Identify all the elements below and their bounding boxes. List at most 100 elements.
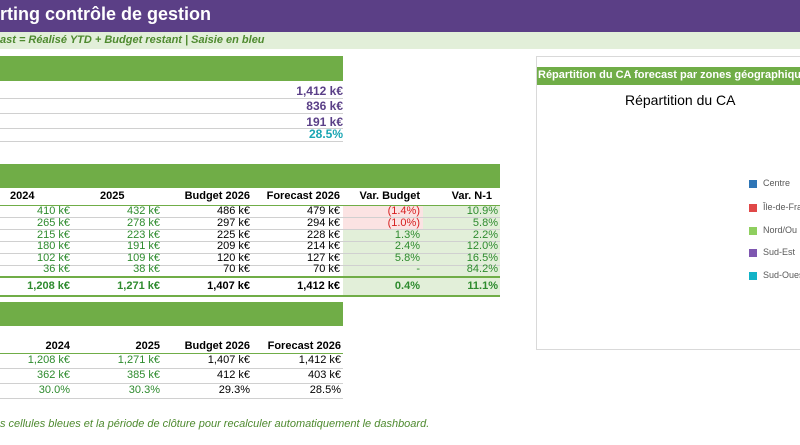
total-2025: 1,271 k€ [117,280,160,292]
cell-var-n1: 12.0% [466,240,498,252]
page-subtitle: ast = Réalisé YTD + Budget restant | Sai… [0,34,265,46]
page-title: rting contrôle de gestion [0,4,212,24]
cell-forecast: 28.5% [309,384,341,396]
cell-var-budget: - [416,263,420,275]
legend-swatch [749,179,757,188]
total-var-budget: 0.4% [394,280,420,292]
cell-2024: 180 k€ [36,240,70,252]
total-2024: 1,208 k€ [27,280,70,292]
cell-2025: 385 k€ [126,369,160,381]
col-header-forecast-2026: Forecast 2026 [267,340,341,352]
cell-2024: 410 k€ [36,205,70,217]
kpi-row[interactable]: 836 k€ [0,99,343,114]
cell-2024: 362 k€ [36,369,70,381]
cell-var-budget: 2.4% [394,240,420,252]
subtitle-bar: ast = Réalisé YTD + Budget restant | Sai… [0,32,800,49]
total-forecast: 1,412 k€ [297,280,340,292]
cell-var-n1: 10.9% [466,205,498,217]
cell-2025: 432 k€ [126,205,160,217]
cell-budget: 209 k€ [216,240,250,252]
col-header-2025: 2025 [100,190,125,202]
cell-budget: 225 k€ [216,229,250,241]
total-var-n1: 11.1% [467,280,498,292]
cell-2024: 36 k€ [43,263,70,275]
cell-2025: 109 k€ [126,252,160,264]
summary-table-band [0,302,343,326]
chart-header-label: Répartition du CA forecast par zones géo… [538,69,800,81]
cell-forecast: 403 k€ [307,369,341,381]
summary-table: 2024 2025 Budget 2026 Forecast 2026 1,20… [0,338,343,399]
cell-forecast: 1,412 k€ [298,354,341,366]
col-header-var-budget: Var. Budget [359,190,420,202]
cell-2025: 30.3% [128,384,160,396]
col-header-2024: 2024 [45,340,70,352]
table-row[interactable]: 1,208 k€ 1,271 k€ 1,407 k€ 1,412 k€ [0,354,343,369]
legend-item-sud-est[interactable]: Sud-Est [749,247,795,257]
table-row[interactable]: 30.0% 30.3% 29.3% 28.5% [0,384,343,399]
kpi-header-band [0,56,343,81]
cell-forecast: 479 k€ [306,205,340,217]
cell-2024: 215 k€ [36,229,70,241]
cell-2024: 265 k€ [36,217,70,229]
cell-var-n1: 2.2% [472,229,498,241]
table-row[interactable]: 265 k€ 278 k€ 297 k€ 294 k€ (1.0%) 5.8% [0,217,500,230]
legend-item-nord-ouest[interactable]: Nord/Ou [749,225,797,235]
title-bar: rting contrôle de gestion [0,0,800,32]
cell-var-n1: 5.8% [472,217,498,229]
kpi-block: 1,412 k€ 836 k€ 191 k€ 28.5% [0,84,343,144]
table-row[interactable]: 410 k€ 432 k€ 486 k€ 479 k€ (1.4%) 10.9% [0,205,500,218]
cell-budget: 486 k€ [216,205,250,217]
cell-budget: 120 k€ [216,252,250,264]
total-budget: 1,407 k€ [207,280,250,292]
cell-budget: 70 k€ [223,263,250,275]
zone-table-band [0,164,500,188]
legend-item-sud-ouest[interactable]: Sud-Ouest [749,270,800,280]
table-total-row[interactable]: 1,208 k€ 1,271 k€ 1,407 k€ 1,412 k€ 0.4%… [0,276,500,297]
cell-var-budget: 5.8% [394,252,420,264]
chart-panel[interactable]: Répartition du CA forecast par zones géo… [536,56,800,350]
legend-swatch [749,248,757,257]
cell-budget: 1,407 k€ [207,354,250,366]
cell-2024: 30.0% [38,384,70,396]
legend-item-centre[interactable]: Centre [749,178,790,188]
kpi-row[interactable]: 191 k€ [0,114,343,129]
footer-note: s cellules bleues et la période de clôtu… [0,418,430,430]
legend-swatch [749,203,757,212]
cell-budget: 412 k€ [216,369,250,381]
cell-var-n1: 84.2% [466,263,498,275]
cell-var-budget: 1.3% [394,229,420,241]
cell-var-n1: 16.5% [466,252,498,264]
cell-var-budget: (1.4%) [387,205,420,217]
legend-item-ile-de-france[interactable]: Île-de-Fra [749,202,800,212]
cell-forecast: 294 k€ [306,217,340,229]
table-row[interactable]: 180 k€ 191 k€ 209 k€ 214 k€ 2.4% 12.0% [0,240,500,254]
cell-budget: 297 k€ [216,217,250,229]
kpi-row[interactable]: 28.5% [0,127,343,142]
col-header-budget-2026: Budget 2026 [184,340,250,352]
kpi-value: 191 k€ [306,115,343,129]
col-header-2024: 2024 [10,190,35,202]
cell-2025: 278 k€ [126,217,160,229]
cell-forecast: 214 k€ [306,240,340,252]
cell-2024: 1,208 k€ [27,354,70,366]
chart-header: Répartition du CA forecast par zones géo… [537,67,800,85]
table-row[interactable]: 362 k€ 385 k€ 412 k€ 403 k€ [0,369,343,384]
col-header-var-n1: Var. N-1 [451,190,492,202]
cell-2025: 38 k€ [133,263,160,275]
zone-table: 2024 2025 Budget 2026 Forecast 2026 Var.… [0,188,500,297]
kpi-row[interactable]: 1,412 k€ [0,84,343,99]
table-row[interactable]: 102 k€ 109 k€ 120 k€ 127 k€ 5.8% 16.5% [0,252,500,266]
cell-forecast: 228 k€ [306,229,340,241]
cell-budget: 29.3% [218,384,250,396]
cell-2025: 1,271 k€ [117,354,160,366]
cell-2025: 223 k€ [126,229,160,241]
table-row[interactable]: 215 k€ 223 k€ 225 k€ 228 k€ 1.3% 2.2% [0,229,500,242]
kpi-value: 836 k€ [306,99,343,113]
legend-swatch [749,271,757,280]
col-header-forecast-2026: Forecast 2026 [266,190,340,202]
col-header-2025: 2025 [135,340,160,352]
cell-var-budget: (1.0%) [387,217,420,229]
cell-2025: 191 k€ [126,240,160,252]
cell-forecast: 127 k€ [306,252,340,264]
cell-2024: 102 k€ [36,252,70,264]
